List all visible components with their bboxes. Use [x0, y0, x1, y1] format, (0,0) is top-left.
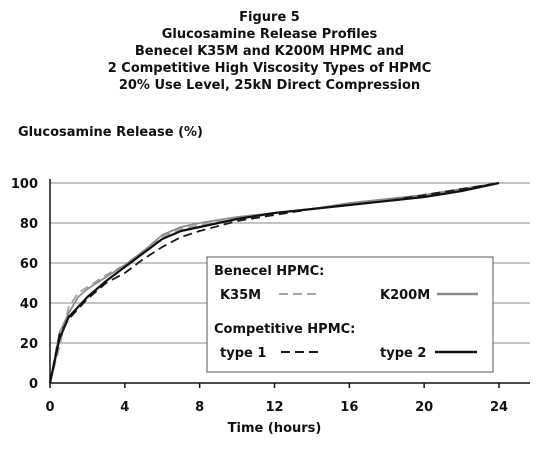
x-tick-label-16: 16: [340, 400, 358, 415]
title-line-1: Figure 5: [239, 10, 300, 25]
legend: Benecel HPMC: Competitive HPMC: K35M K20…: [206, 256, 494, 373]
series-line-k200m: [49, 182, 500, 384]
axes-layer: [49, 179, 530, 388]
title-line-2: Glucosamine Release Profiles: [161, 27, 378, 42]
y-tick-label-40: 40: [20, 297, 38, 312]
x-tick-label-12: 12: [265, 400, 283, 415]
series-layer: [48, 181, 500, 384]
legend-label-k35m: K35M: [220, 288, 261, 303]
series-line-type-2: [48, 181, 500, 384]
x-tick-label-24: 24: [490, 400, 508, 415]
legend-label-type-1: type 1: [220, 346, 266, 361]
x-tick-label-0: 0: [45, 400, 54, 415]
title-line-5: 20% Use Level, 25kN Direct Compression: [118, 78, 421, 93]
x-tick-label-4: 4: [120, 400, 129, 415]
x-axis-label: Time (hours): [228, 421, 322, 436]
x-tick-label-8: 8: [195, 400, 204, 415]
y-tick-label-80: 80: [20, 217, 38, 232]
title-line-3: Benecel K35M and K200M HPMC and: [134, 44, 405, 59]
legend-group-benecel-title: Benecel HPMC:: [214, 264, 324, 279]
legend-label-k200m: K200M: [380, 288, 430, 303]
y-tick-label-0: 0: [29, 377, 38, 392]
y-tick-label-20: 20: [20, 337, 38, 352]
legend-group-competitive-title: Competitive HPMC:: [214, 322, 355, 337]
y-axis-label: Glucosamine Release (%): [18, 125, 203, 140]
chart-title: Figure 5 Glucosamine Release Profiles Be…: [0, 9, 539, 94]
tick-label-layer: 0 20 40 60 80 100 0 4 8 12 16 20 24: [11, 177, 508, 415]
x-tick-label-20: 20: [415, 400, 433, 415]
y-tick-label-60: 60: [20, 257, 38, 272]
y-tick-label-100: 100: [11, 177, 38, 192]
title-line-4: 2 Competitive High Viscosity Types of HP…: [107, 61, 432, 76]
legend-label-type-2: type 2: [380, 346, 426, 361]
